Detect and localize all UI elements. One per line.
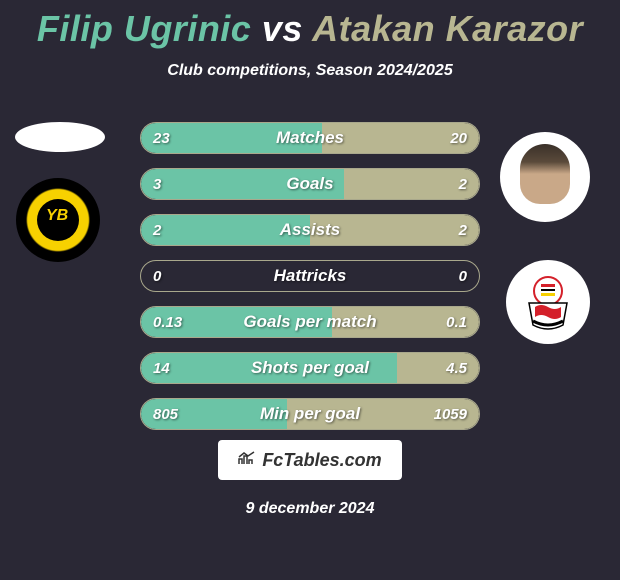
stat-label: Shots per goal (141, 358, 479, 378)
stat-row: 805Min per goal1059 (140, 398, 480, 430)
stat-value-player2: 0 (459, 268, 467, 285)
stat-row: 2Assists2 (140, 214, 480, 246)
player1-avatar (15, 122, 105, 152)
stat-value-player2: 2 (459, 176, 467, 193)
stats-container: 23Matches203Goals22Assists20Hattricks00.… (140, 122, 480, 444)
stat-label: Hattricks (141, 266, 479, 286)
stat-value-player2: 20 (450, 130, 467, 147)
stat-row: 0.13Goals per match0.1 (140, 306, 480, 338)
stat-value-player2: 0.1 (446, 314, 467, 331)
stat-row: 23Matches20 (140, 122, 480, 154)
stat-label: Goals per match (141, 312, 479, 332)
stat-row: 14Shots per goal4.5 (140, 352, 480, 384)
club1-badge-text: YB (46, 207, 68, 225)
club2-badge (506, 260, 590, 344)
player2-name: Atakan Karazor (312, 8, 583, 49)
date-text: 9 december 2024 (0, 500, 620, 518)
player2-face (520, 144, 570, 204)
stat-label: Goals (141, 174, 479, 194)
club2-badge-inner (519, 273, 577, 331)
stat-value-player2: 1059 (434, 406, 467, 423)
stat-row: 0Hattricks0 (140, 260, 480, 292)
stat-value-player2: 2 (459, 222, 467, 239)
stat-label: Assists (141, 220, 479, 240)
chart-icon (238, 451, 256, 470)
source-logo-text: FcTables.com (262, 450, 381, 471)
club1-badge: YB (16, 178, 100, 262)
player1-name: Filip Ugrinic (37, 8, 252, 49)
comparison-title: Filip Ugrinic vs Atakan Karazor (0, 0, 620, 50)
source-logo: FcTables.com (218, 440, 402, 480)
subtitle: Club competitions, Season 2024/2025 (0, 62, 620, 80)
player2-avatar (500, 132, 590, 222)
stat-label: Min per goal (141, 404, 479, 424)
stat-row: 3Goals2 (140, 168, 480, 200)
club1-badge-inner: YB (37, 199, 79, 241)
vs-text: vs (262, 8, 303, 49)
stat-value-player2: 4.5 (446, 360, 467, 377)
stat-label: Matches (141, 128, 479, 148)
